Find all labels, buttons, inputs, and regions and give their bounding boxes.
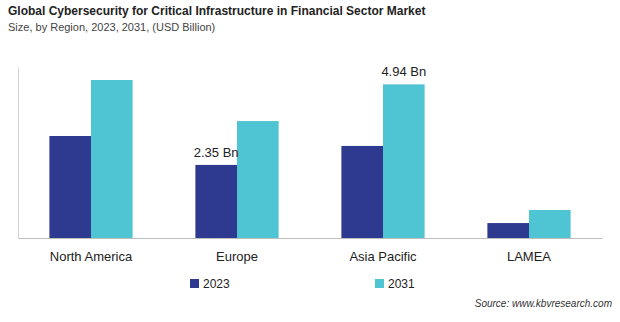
- bar: [49, 136, 91, 238]
- legend-swatch: [190, 279, 199, 288]
- bar: [341, 146, 383, 238]
- x-tick-label: North America: [50, 249, 133, 264]
- legend-label: 2031: [388, 277, 415, 291]
- bar: [195, 165, 237, 238]
- x-tick-label: Europe: [216, 249, 258, 264]
- bar: [383, 84, 425, 238]
- bar: [487, 223, 529, 238]
- legend-item: 2031: [375, 277, 415, 291]
- bar: [237, 121, 279, 238]
- x-axis-line: [19, 238, 603, 239]
- x-tick: LAMEA: [507, 238, 551, 264]
- x-axis: North America Europe Asia Pacific LAMEA: [19, 238, 603, 264]
- bars: [49, 80, 570, 238]
- title: Global Cybersecurity for Critical Infras…: [8, 4, 425, 18]
- chart: Global Cybersecurity for Critical Infras…: [0, 0, 620, 322]
- x-tick: Asia Pacific: [349, 238, 417, 264]
- data-labels: 2.35 Bn 4.94 Bn: [194, 64, 426, 160]
- legend-swatch: [375, 279, 384, 288]
- x-tick: North America: [50, 238, 133, 264]
- legend-item: 2023: [190, 277, 230, 291]
- y-axis-line: [18, 67, 19, 238]
- data-label: 4.94 Bn: [381, 64, 426, 79]
- x-tick-label: LAMEA: [507, 249, 551, 264]
- bar: [91, 80, 133, 238]
- x-tick: Europe: [216, 238, 258, 264]
- x-tick-label: Asia Pacific: [349, 249, 417, 264]
- bar: [529, 210, 571, 238]
- y-axis: [18, 67, 19, 238]
- source: Source: www.kbvresearch.com: [475, 298, 612, 309]
- legend-label: 2023: [203, 277, 230, 291]
- subtitle: Size, by Region, 2023, 2031, (USD Billio…: [8, 21, 215, 33]
- legend: 2023 2031: [190, 277, 415, 291]
- data-label: 2.35 Bn: [194, 145, 239, 160]
